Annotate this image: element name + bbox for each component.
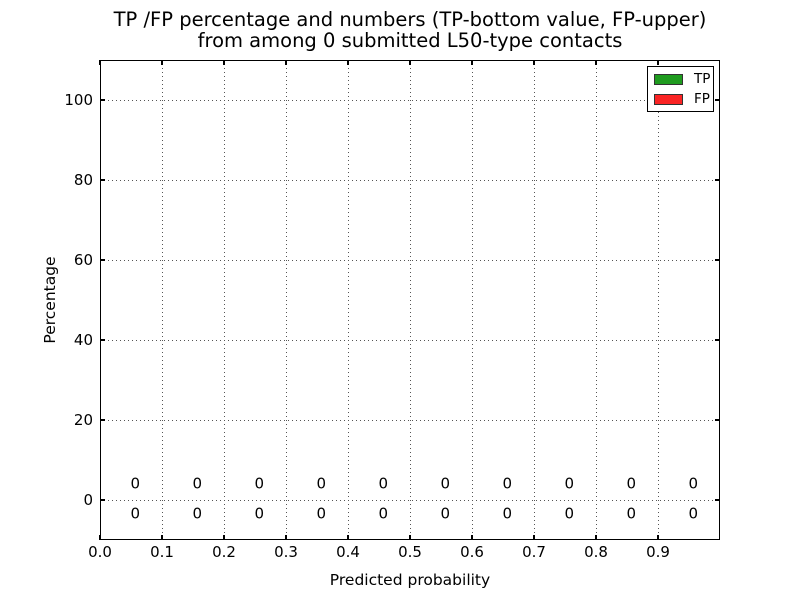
x-tick-label: 0.2 bbox=[212, 543, 236, 561]
fp-count-label: 0 bbox=[626, 474, 637, 493]
y-axis-tick-left bbox=[100, 259, 105, 261]
gridline-vertical bbox=[223, 60, 225, 540]
fp-count-label: 0 bbox=[378, 474, 389, 493]
plot-area: 0 0 0 0 0 0 0 0 0 0 0 0 0 0 0 0 0 0 0 0 bbox=[99, 60, 720, 540]
x-tick-label: 0.5 bbox=[398, 543, 422, 561]
tp-count-label: 0 bbox=[254, 504, 265, 523]
tp-count-label: 0 bbox=[502, 504, 513, 523]
x-axis-tick-bottom bbox=[161, 535, 163, 540]
fp-count-label: 0 bbox=[254, 474, 265, 493]
gridline-vertical bbox=[533, 60, 535, 540]
y-axis-tick-right bbox=[715, 419, 720, 421]
x-axis-tick-top bbox=[657, 60, 659, 65]
tp-count-label: 0 bbox=[316, 504, 327, 523]
y-tick-label: 100 bbox=[64, 91, 93, 109]
fp-count-label: 0 bbox=[316, 474, 327, 493]
chart-title: TP /FP percentage and numbers (TP-bottom… bbox=[100, 9, 720, 51]
gridline-vertical bbox=[347, 60, 349, 540]
x-axis-tick-bottom bbox=[99, 535, 101, 540]
x-axis-tick-bottom bbox=[595, 535, 597, 540]
y-axis-tick-right bbox=[715, 499, 720, 501]
fp-count-label: 0 bbox=[192, 474, 203, 493]
gridline-vertical bbox=[471, 60, 473, 540]
x-tick-label: 0.4 bbox=[336, 543, 360, 561]
legend-label-fp: FP bbox=[694, 91, 710, 107]
y-axis-tick-left bbox=[100, 99, 105, 101]
legend-label-tp: TP bbox=[694, 71, 711, 87]
x-axis-tick-top bbox=[285, 60, 287, 65]
y-tick-label: 60 bbox=[73, 251, 93, 269]
gridline-vertical bbox=[285, 60, 287, 540]
x-axis-tick-top bbox=[409, 60, 411, 65]
y-tick-label: 80 bbox=[73, 171, 93, 189]
y-tick-label: 0 bbox=[83, 491, 93, 509]
x-axis-tick-top bbox=[533, 60, 535, 65]
tp-count-label: 0 bbox=[626, 504, 637, 523]
x-axis-tick-bottom bbox=[223, 535, 225, 540]
x-axis-tick-top bbox=[161, 60, 163, 65]
tp-count-label: 0 bbox=[688, 504, 699, 523]
x-tick-label: 0.1 bbox=[150, 543, 174, 561]
y-tick-label: 40 bbox=[73, 331, 93, 349]
y-axis-tick-left bbox=[100, 179, 105, 181]
fp-count-label: 0 bbox=[440, 474, 451, 493]
legend-entry-fp: FP bbox=[654, 91, 710, 107]
chart-title-line2: from among 0 submitted L50-type contacts bbox=[197, 29, 623, 52]
gridline-vertical bbox=[657, 60, 659, 540]
tp-count-label: 0 bbox=[192, 504, 203, 523]
x-axis-tick-top bbox=[595, 60, 597, 65]
y-axis-tick-left bbox=[100, 419, 105, 421]
x-axis-label: Predicted probability bbox=[329, 571, 491, 589]
x-axis-tick-bottom bbox=[409, 535, 411, 540]
x-axis-tick-top bbox=[99, 60, 101, 65]
tp-count-label: 0 bbox=[378, 504, 389, 523]
legend-entry-tp: TP bbox=[654, 71, 711, 87]
gridline-vertical bbox=[161, 60, 163, 540]
x-axis-tick-top bbox=[471, 60, 473, 65]
x-axis-tick-top bbox=[347, 60, 349, 65]
y-axis-tick-right bbox=[715, 339, 720, 341]
x-tick-label: 0.8 bbox=[584, 543, 608, 561]
y-axis-tick-right bbox=[715, 179, 720, 181]
y-axis-tick-right bbox=[715, 99, 720, 101]
x-tick-label: 0.3 bbox=[274, 543, 298, 561]
y-tick-label: 20 bbox=[73, 411, 93, 429]
x-axis-tick-bottom bbox=[471, 535, 473, 540]
gridline-vertical bbox=[409, 60, 411, 540]
x-axis-tick-bottom bbox=[285, 535, 287, 540]
y-axis-tick-left bbox=[100, 499, 105, 501]
tp-count-label: 0 bbox=[440, 504, 451, 523]
y-axis-tick-left bbox=[100, 339, 105, 341]
legend: TP FP bbox=[647, 66, 714, 112]
y-axis-label: Percentage bbox=[41, 256, 59, 344]
x-tick-label: 0.9 bbox=[646, 543, 670, 561]
fp-count-label: 0 bbox=[688, 474, 699, 493]
x-axis-tick-top bbox=[223, 60, 225, 65]
x-axis-tick-bottom bbox=[533, 535, 535, 540]
x-tick-label: 0.0 bbox=[88, 543, 112, 561]
x-tick-label: 0.7 bbox=[522, 543, 546, 561]
chart-title-line1: TP /FP percentage and numbers (TP-bottom… bbox=[113, 8, 707, 31]
x-axis-tick-bottom bbox=[347, 535, 349, 540]
fp-count-label: 0 bbox=[130, 474, 141, 493]
tp-count-label: 0 bbox=[564, 504, 575, 523]
x-axis-tick-bottom bbox=[657, 535, 659, 540]
tp-count-label: 0 bbox=[130, 504, 141, 523]
fp-count-label: 0 bbox=[502, 474, 513, 493]
legend-swatch-fp bbox=[654, 93, 683, 105]
gridline-vertical bbox=[595, 60, 597, 540]
fp-count-label: 0 bbox=[564, 474, 575, 493]
y-axis-tick-right bbox=[715, 259, 720, 261]
legend-swatch-tp bbox=[654, 73, 683, 85]
x-tick-label: 0.6 bbox=[460, 543, 484, 561]
